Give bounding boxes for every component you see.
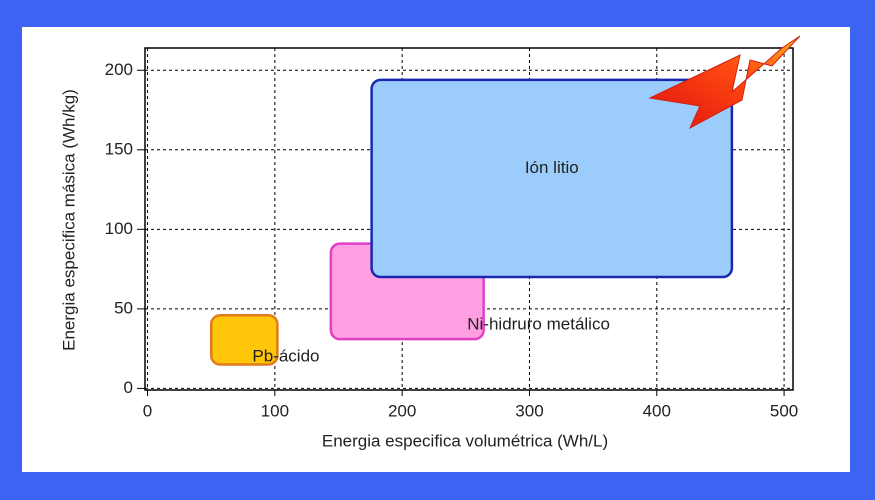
region-label: Pb-ácido bbox=[252, 347, 319, 366]
x-tick-label: 400 bbox=[643, 401, 671, 420]
y-tick-label: 200 bbox=[105, 60, 133, 79]
x-tick-label: 100 bbox=[261, 401, 289, 420]
region bbox=[370, 78, 734, 279]
y-tick-label: 100 bbox=[105, 219, 133, 238]
lightning-icon bbox=[648, 35, 801, 130]
y-tick-label: 50 bbox=[114, 298, 133, 317]
x-tick-label: 500 bbox=[770, 401, 798, 420]
region-label: Ión litio bbox=[525, 158, 579, 177]
y-tick-label: 0 bbox=[124, 378, 133, 397]
y-axis-title: Energia especifica másica (Wh/kg) bbox=[59, 89, 78, 351]
region bbox=[209, 313, 279, 366]
plot-frame bbox=[144, 47, 794, 391]
x-axis-title: Energia especifica volumétrica (Wh/L) bbox=[322, 431, 608, 450]
y-tick-label: 150 bbox=[105, 139, 133, 158]
x-tick-label: 200 bbox=[388, 401, 416, 420]
x-tick-label: 0 bbox=[143, 401, 152, 420]
region-label: Ni-hidruro metálico bbox=[467, 314, 610, 333]
x-tick-label: 300 bbox=[515, 401, 543, 420]
